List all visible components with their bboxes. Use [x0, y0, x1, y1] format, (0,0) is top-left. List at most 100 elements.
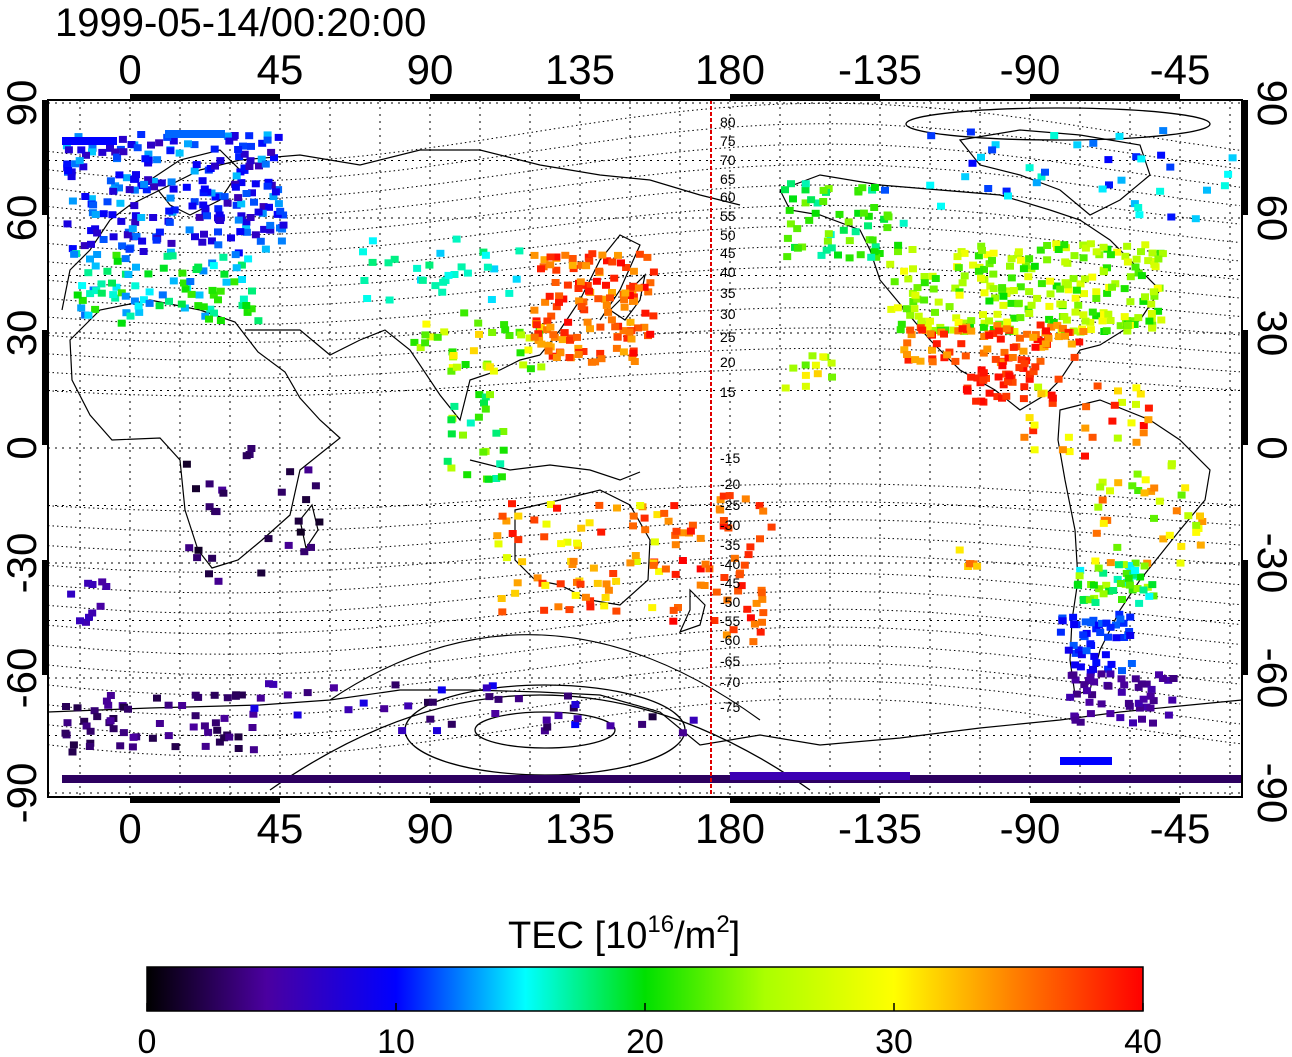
tec-cell: [785, 206, 794, 214]
tec-cell: [191, 712, 200, 720]
tec-cell: [994, 327, 1003, 335]
tec-cell: [494, 540, 503, 548]
tec-cell: [1071, 716, 1080, 724]
tec-cell: [985, 297, 994, 305]
tec-cell: [900, 346, 909, 354]
tec-cell: [979, 323, 988, 331]
tec-cell: [985, 389, 994, 397]
top-lon-label: 45: [257, 46, 304, 93]
tec-cell: [696, 534, 705, 542]
tec-cell: [1089, 581, 1098, 589]
tec-cell: [954, 327, 963, 335]
tec-cell: [199, 303, 208, 311]
tec-cell: [448, 364, 457, 372]
tec-cell: [84, 311, 93, 319]
tec-cell: [122, 174, 131, 182]
tec-cell: [274, 200, 283, 208]
tec-cell: [1123, 242, 1132, 250]
tec-cell: [629, 522, 637, 530]
tec-cell: [486, 391, 494, 399]
tec-cell: [491, 710, 500, 717]
tec-cell: [998, 362, 1007, 370]
tec-cell: [913, 295, 922, 303]
tec-cell: [75, 157, 84, 165]
tec-cell: [530, 516, 539, 524]
tec-cell: [88, 609, 97, 617]
tec-cell: [542, 716, 551, 724]
tec-cell: [1129, 571, 1138, 579]
tec-cell: [533, 574, 542, 582]
tec-cell: [945, 303, 954, 311]
tec-north-patch-2: [165, 130, 225, 138]
tec-cell: [104, 701, 113, 709]
coastline: [539, 234, 641, 356]
tec-cell: [1076, 663, 1085, 671]
tec-cell: [566, 336, 574, 344]
tec-cell: [497, 473, 506, 481]
coastline: [958, 129, 1151, 216]
tec-cell: [259, 203, 268, 211]
tec-cell: [649, 561, 658, 569]
right-lat-label: -90: [1249, 763, 1292, 824]
tec-cell: [985, 331, 994, 339]
tec-cell: [70, 250, 79, 258]
tec-cell: [1009, 287, 1018, 294]
tec-cell: [1075, 338, 1084, 346]
tec-cell: [257, 569, 266, 577]
tec-cell: [641, 526, 650, 534]
tec-cell: [932, 340, 941, 348]
contour-label: -50: [720, 594, 740, 610]
tec-cell: [1192, 521, 1201, 529]
tec-cell: [1052, 240, 1061, 248]
tec-cell: [277, 237, 286, 245]
tec-cell: [1117, 688, 1126, 696]
contour-label: 15: [720, 384, 736, 400]
tec-south-band-blue: [730, 772, 910, 780]
tec-cell: [1031, 363, 1040, 371]
mag-contour: [48, 608, 1241, 655]
tec-cell: [989, 285, 998, 293]
tec-cell: [1014, 300, 1023, 308]
tec-cell: [167, 239, 176, 247]
tec-cell: [530, 251, 539, 259]
tec-cell: [425, 261, 434, 269]
right-lat-label: -30: [1249, 533, 1292, 594]
tec-cell: [602, 580, 611, 588]
tec-cell: [613, 504, 621, 512]
tec-cell: [1130, 200, 1139, 208]
tec-cell: [90, 707, 99, 715]
tec-cell: [163, 252, 172, 260]
top-lon-label: 180: [695, 46, 765, 93]
tec-cell: [67, 590, 76, 598]
tec-cell: [549, 331, 558, 339]
tec-cell: [261, 245, 270, 253]
tec-cell: [588, 250, 597, 258]
tec-cell: [444, 271, 453, 279]
tec-cell: [150, 183, 158, 191]
coastline: [61, 149, 741, 311]
tec-cell: [1116, 714, 1125, 722]
tec-cell: [276, 207, 285, 215]
tec-cell: [1120, 681, 1129, 689]
mag-contour: [48, 662, 1241, 716]
tec-cell: [243, 308, 252, 316]
tec-cell: [1086, 640, 1095, 648]
tec-cell: [1146, 692, 1155, 700]
tec-cell: [131, 212, 140, 220]
tec-cell: [205, 315, 213, 323]
tec-cell: [158, 291, 167, 299]
tec-cell: [608, 289, 616, 296]
tec-cell: [1169, 675, 1178, 682]
tec-cell: [247, 445, 256, 452]
tec-cell: [823, 237, 832, 245]
tec-cell: [501, 326, 510, 334]
mag-contour: [48, 572, 1241, 614]
top-longitude-ticks: 0 45 90 135 180 -135 -90 -45: [118, 46, 1210, 93]
tec-cell: [1095, 585, 1104, 593]
tec-cell: [546, 253, 555, 261]
tec-cell: [487, 296, 496, 303]
tec-cell: [359, 248, 367, 256]
tec-cell: [165, 297, 173, 305]
tec-cell: [629, 512, 638, 520]
coastline: [48, 689, 1242, 746]
